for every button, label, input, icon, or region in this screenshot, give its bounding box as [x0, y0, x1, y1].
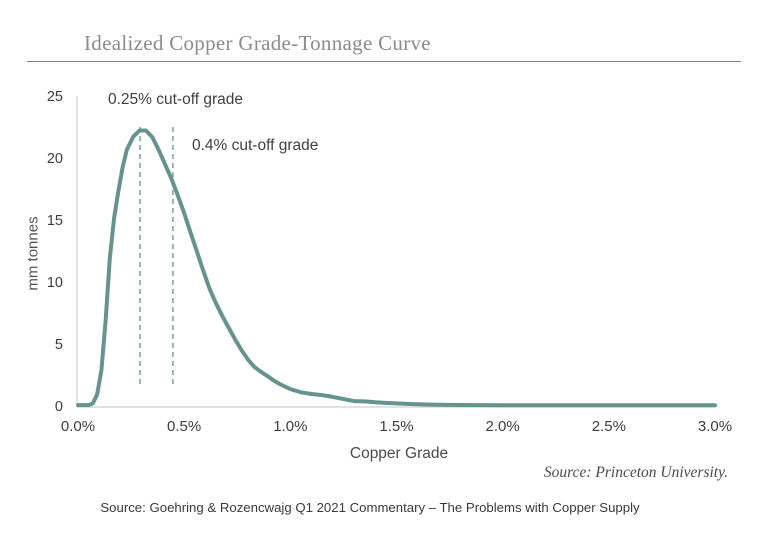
x-tick-label: 0.0% [60, 418, 96, 435]
cutoff-grade-label: 0.4% cut-off grade [192, 137, 319, 154]
source-attribution: Source: Princeton University. [543, 464, 728, 481]
x-tick-label: 2.0% [485, 418, 520, 435]
x-axis-title: Copper Grade [349, 445, 449, 462]
y-tick-label: 5 [54, 337, 63, 353]
y-tick-label: 0 [54, 399, 63, 415]
x-tick-label: 0.5% [167, 418, 202, 435]
x-tick-label: 2.5% [591, 418, 626, 435]
y-tick-label: 20 [46, 151, 63, 167]
y-axis-title: mm tonnes [24, 216, 42, 291]
y-tick-label: 10 [46, 275, 63, 291]
y-tick-label: 15 [46, 213, 63, 229]
figure-caption: Source: Goehring & Rozencwajg Q1 2021 Co… [100, 500, 640, 515]
grade-tonnage-curve [76, 128, 717, 408]
cutoff-grade-label: 0.25% cut-off grade [108, 91, 243, 108]
x-tick-label: 1.0% [273, 418, 308, 435]
chart-title: Idealized Copper Grade-Tonnage Curve [84, 31, 431, 55]
y-tick-label: 25 [46, 89, 63, 105]
title-divider-rule [27, 61, 741, 62]
x-tick-label: 3.0% [697, 418, 733, 435]
x-tick-label: 1.5% [379, 418, 414, 435]
